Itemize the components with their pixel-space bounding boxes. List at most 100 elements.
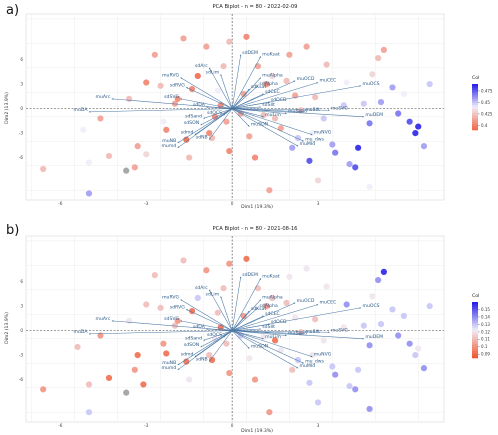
legend-gradient-step: [472, 112, 478, 115]
legend-gradient-step: [472, 84, 478, 87]
data-point: [323, 61, 330, 68]
legend-gradient-step: [472, 95, 478, 98]
data-point: [346, 161, 353, 168]
data-point: [163, 126, 170, 133]
legend-gradient-step: [472, 316, 478, 319]
loading-label: muRVG: [162, 73, 179, 79]
legend-gradient-step: [472, 346, 478, 349]
legend-gradient-step: [472, 306, 478, 310]
data-point: [74, 343, 81, 351]
loading-label: sdCEC: [265, 89, 280, 95]
data-point: [157, 304, 164, 311]
loading-arrow: [232, 80, 296, 109]
data-point: [360, 322, 367, 329]
loading-arrow: [177, 330, 233, 371]
data-point: [40, 386, 47, 393]
loading-arrow: [177, 108, 233, 144]
loading-label: sdDEM: [242, 50, 258, 56]
panel-b-title: PCA Biplot - n = 80 - 2021-08-16: [213, 226, 298, 232]
x-tick-label: -3: [144, 423, 149, 428]
loading-arrow: [206, 106, 233, 109]
data-point: [140, 381, 147, 388]
x-tick-label: -6: [58, 423, 63, 428]
data-point: [320, 337, 327, 344]
loading-arrow: [232, 108, 264, 118]
data-point: [220, 285, 227, 292]
loading-arrow: [180, 77, 233, 109]
loading-label: sdSand: [185, 113, 202, 119]
panel-a-letter: a): [6, 3, 19, 18]
data-point: [406, 118, 413, 125]
loading-label: muOCS: [362, 303, 379, 309]
loading-arrow: [232, 323, 270, 331]
loading-label: sdDA: [193, 324, 206, 330]
data-point: [329, 141, 336, 148]
data-point: [294, 134, 302, 142]
data-point: [85, 409, 93, 416]
panel-a-title: PCA Biplot - n = 80 - 2022-02-09: [213, 4, 298, 10]
loading-label: sdRVG: [170, 82, 185, 88]
loading-label: sdCEC: [265, 311, 280, 317]
data-point: [226, 260, 233, 267]
loading-label: muMId: [299, 363, 315, 369]
data-point: [183, 358, 190, 365]
data-point: [400, 90, 408, 98]
loading-arrow: [203, 108, 233, 119]
panel-a: a) PCA Biplot - n = 80 - 2022-02-09 Dim1…: [4, 3, 493, 210]
data-point: [80, 126, 87, 133]
data-point: [123, 389, 130, 396]
loading-label: muOCD: [297, 298, 315, 304]
data-point: [314, 399, 322, 406]
data-point: [355, 366, 362, 373]
loading-arrow: [206, 328, 233, 331]
data-point: [194, 72, 201, 80]
loading-label: muDEM: [365, 334, 383, 340]
loading-arrow: [186, 87, 233, 109]
data-point: [366, 183, 373, 191]
loading-label: sdArc: [195, 285, 208, 291]
loading-label: sdOCD: [271, 97, 287, 103]
data-point: [286, 273, 293, 280]
data-point: [186, 154, 193, 161]
data-point: [352, 164, 359, 171]
data-point: [134, 143, 141, 150]
data-point: [180, 35, 187, 42]
loading-label: muOCS: [362, 81, 379, 87]
panel-b: b) PCA Biplot - n = 80 - 2021-08-16 Dim1…: [4, 223, 490, 434]
data-point: [369, 71, 376, 78]
data-point: [85, 190, 93, 197]
data-point: [266, 187, 273, 194]
loading-arrow: [232, 330, 299, 369]
data-point: [180, 257, 187, 264]
data-point: [174, 95, 181, 102]
loading-arrow: [232, 108, 299, 147]
loading-arrow: [231, 88, 250, 109]
data-point: [214, 309, 221, 316]
legend-tick-label: 0.12: [481, 329, 490, 334]
legend-gradient-step: [472, 87, 478, 91]
data-point: [340, 102, 347, 109]
data-point: [226, 38, 233, 45]
loading-label: sdOCD: [271, 319, 287, 325]
legend-gradient-step: [472, 124, 478, 127]
data-point: [277, 347, 284, 354]
loading-label: sdSand: [185, 335, 202, 341]
loading-arrow: [177, 108, 233, 149]
loading-arrow: [208, 289, 233, 331]
data-point: [125, 317, 133, 324]
data-point: [160, 118, 167, 125]
data-point: [186, 376, 193, 383]
data-point: [97, 115, 104, 122]
loading-arrow: [232, 302, 296, 331]
data-point: [131, 164, 138, 171]
data-point: [366, 120, 373, 127]
loading-label: sdRVG: [170, 304, 185, 310]
data-point: [426, 303, 433, 310]
loading-label: sdNB: [196, 357, 208, 363]
data-point: [314, 177, 322, 184]
data-point: [206, 130, 213, 137]
loading-label: muSON: [251, 344, 268, 350]
loading-label: sdSON: [184, 342, 199, 348]
loading-arrow: [88, 108, 233, 113]
